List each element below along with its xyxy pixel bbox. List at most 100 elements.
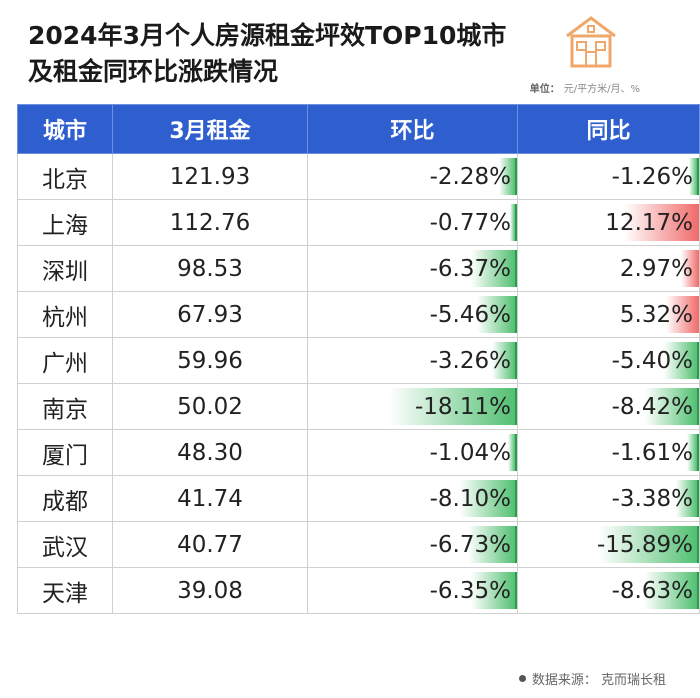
rent-cell: 112.76 [112, 199, 308, 246]
yoy-data-bar [599, 526, 699, 563]
unit-value: 元/平方米/月、% [563, 84, 640, 95]
rent-cell: 98.53 [112, 245, 308, 292]
mom-data-bar [477, 296, 517, 333]
city-cell: 厦门 [17, 429, 113, 476]
yoy-cell: -15.89% [517, 521, 700, 568]
city-cell: 南京 [17, 383, 113, 430]
yoy-data-bar [643, 572, 699, 609]
header-rent: 3月租金 [112, 104, 308, 154]
yoy-cell: -5.40% [517, 337, 700, 384]
yoy-data-bar [676, 480, 699, 517]
table-row: 杭州 67.93 -5.46% 5.32% [17, 291, 700, 338]
rent-table: 城市 3月租金 环比 同比 北京 121.93 -2.28% -1.26% 上海 112.… [17, 104, 700, 614]
mom-data-bar [509, 204, 517, 241]
city-cell: 杭州 [17, 291, 113, 338]
table-row: 武汉 40.77 -6.73% -15.89% [17, 521, 700, 568]
table-row: 北京 121.93 -2.28% -1.26% [17, 153, 700, 200]
mom-value: -1.04% [429, 439, 511, 466]
rent-cell: 48.30 [112, 429, 308, 476]
rent-cell: 59.96 [112, 337, 308, 384]
unit-label: 单位： [529, 84, 560, 95]
mom-value: -18.11% [415, 393, 511, 420]
yoy-data-bar [663, 342, 699, 379]
table-row: 南京 50.02 -18.11% -8.42% [17, 383, 700, 430]
mom-cell: -6.73% [307, 521, 518, 568]
mom-cell: -2.28% [307, 153, 518, 200]
mom-value: -3.26% [429, 347, 511, 374]
unit-note: 单位： 元/平方米/月、% [530, 80, 640, 95]
mom-cell: -6.35% [307, 567, 518, 614]
data-source: 数据来源： 克而瑞长租 [518, 669, 666, 688]
table-row: 成都 41.74 -8.10% -3.38% [17, 475, 700, 522]
mom-data-bar [492, 342, 517, 379]
header-mom: 环比 [307, 104, 518, 154]
mom-data-bar [499, 158, 517, 195]
table-header-row: 城市 3月租金 环比 同比 [17, 104, 700, 154]
yoy-data-bar [623, 204, 699, 241]
rent-cell: 40.77 [112, 521, 308, 568]
yoy-data-bar [666, 296, 699, 333]
mom-value: -0.77% [429, 209, 511, 236]
yoy-value: -15.89% [597, 531, 693, 558]
mom-cell: -1.04% [307, 429, 518, 476]
city-cell: 成都 [17, 475, 113, 522]
city-cell: 天津 [17, 567, 113, 614]
yoy-cell: -8.63% [517, 567, 700, 614]
mom-data-bar [468, 526, 517, 563]
yoy-cell: 2.97% [517, 245, 700, 292]
mom-data-bar [389, 388, 517, 425]
yoy-data-bar [680, 250, 699, 287]
yoy-data-bar [689, 158, 699, 195]
mom-data-bar [507, 434, 517, 471]
city-cell: 深圳 [17, 245, 113, 292]
house-icon [566, 16, 616, 68]
yoy-cell: -8.42% [517, 383, 700, 430]
mom-value: -6.35% [429, 577, 511, 604]
yoy-data-bar [687, 434, 699, 471]
rent-cell: 50.02 [112, 383, 308, 430]
yoy-data-bar [645, 388, 699, 425]
mom-cell: -0.77% [307, 199, 518, 246]
yoy-cell: -1.26% [517, 153, 700, 200]
rent-cell: 41.74 [112, 475, 308, 522]
mom-cell: -3.26% [307, 337, 518, 384]
table-row: 上海 112.76 -0.77% 12.17% [17, 199, 700, 246]
table-row: 深圳 98.53 -6.37% 2.97% [17, 245, 700, 292]
mom-cell: -8.10% [307, 475, 518, 522]
mom-value: -5.46% [429, 301, 511, 328]
city-cell: 武汉 [17, 521, 113, 568]
yoy-value: -3.38% [611, 485, 693, 512]
mom-value: -6.73% [429, 531, 511, 558]
mom-cell: -18.11% [307, 383, 518, 430]
mom-value: -6.37% [429, 255, 511, 282]
title-line-1: 2024年3月个人房源租金坪效TOP10城市 [28, 21, 507, 50]
table-row: 厦门 48.30 -1.04% -1.61% [17, 429, 700, 476]
yoy-value: 12.17% [605, 209, 693, 236]
yoy-value: 5.32% [619, 301, 693, 328]
rent-cell: 67.93 [112, 291, 308, 338]
yoy-value: 2.97% [619, 255, 693, 282]
yoy-value: -1.26% [611, 163, 693, 190]
bullet-icon [518, 675, 526, 682]
mom-data-bar [470, 572, 517, 609]
mom-data-bar [458, 480, 517, 517]
table-row: 天津 39.08 -6.35% -8.63% [17, 567, 700, 614]
mom-data-bar [470, 250, 517, 287]
yoy-cell: 5.32% [517, 291, 700, 338]
city-cell: 北京 [17, 153, 113, 200]
city-cell: 广州 [17, 337, 113, 384]
yoy-value: -5.40% [611, 347, 693, 374]
source-text: 数据来源： 克而瑞长租 [531, 673, 666, 688]
page-title: 2024年3月个人房源租金坪效TOP10城市 及租金同环比涨跌情况 [28, 18, 506, 90]
yoy-value: -8.42% [611, 393, 693, 420]
yoy-cell: 12.17% [517, 199, 700, 246]
yoy-cell: -3.38% [517, 475, 700, 522]
yoy-value: -1.61% [611, 439, 693, 466]
mom-cell: -5.46% [307, 291, 518, 338]
city-cell: 上海 [17, 199, 113, 246]
header-yoy: 同比 [517, 104, 700, 154]
yoy-cell: -1.61% [517, 429, 700, 476]
mom-value: -8.10% [429, 485, 511, 512]
title-line-2: 及租金同环比涨跌情况 [28, 57, 279, 86]
table-row: 广州 59.96 -3.26% -5.40% [17, 337, 700, 384]
